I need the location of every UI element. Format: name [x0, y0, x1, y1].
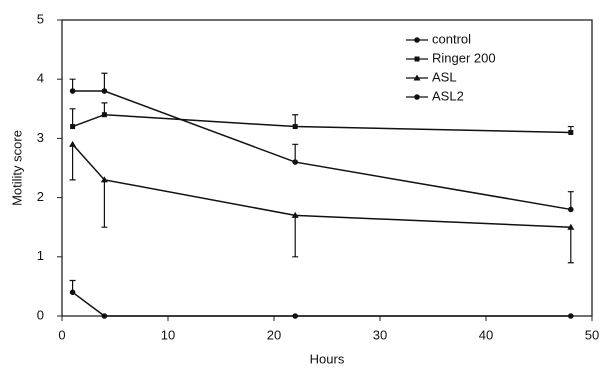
marker [568, 129, 574, 135]
marker [70, 124, 76, 130]
error-bar [69, 144, 76, 181]
marker [568, 313, 574, 319]
x-tick-label: 30 [373, 327, 387, 342]
legend-label: Ringer 200 [432, 50, 496, 65]
legend-marker [414, 94, 420, 100]
series-line [72, 291, 571, 317]
marker [69, 140, 77, 147]
x-tick-label: 20 [267, 327, 281, 342]
error-bar [101, 179, 108, 228]
y-tick-label: 4 [37, 71, 44, 86]
legend-marker [414, 37, 420, 43]
series-line [72, 90, 571, 211]
marker [567, 223, 575, 230]
y-axis-label: Motility score [9, 130, 24, 206]
marker [101, 88, 108, 94]
x-tick-label: 0 [58, 327, 65, 342]
marker [101, 112, 107, 118]
marker [69, 88, 76, 94]
series-line [72, 113, 571, 134]
x-tick-label: 10 [161, 327, 175, 342]
error-bar [292, 143, 299, 163]
x-tick-label: 50 [585, 327, 599, 342]
y-tick-label: 5 [37, 11, 44, 26]
legend-label: ASL [432, 69, 457, 84]
marker [292, 159, 299, 165]
marker [568, 206, 574, 213]
error-bar [567, 227, 574, 264]
legend-marker [414, 56, 420, 62]
marker [292, 313, 299, 319]
x-axis-label: Hours [310, 351, 345, 366]
error-bar [292, 215, 299, 258]
legend-label: control [432, 31, 471, 46]
series-line [72, 143, 571, 228]
legend-label: ASL2 [432, 88, 464, 103]
marker [69, 289, 76, 296]
x-tick-label: 40 [479, 327, 493, 342]
marker [101, 313, 108, 319]
error-bar [69, 108, 76, 127]
y-tick-label: 3 [37, 130, 44, 145]
marker [100, 176, 108, 183]
error-bar [567, 191, 574, 210]
y-tick-label: 1 [37, 248, 44, 263]
marker [291, 211, 299, 218]
legend-marker [413, 74, 421, 81]
y-tick-label: 2 [37, 189, 44, 204]
y-tick-label: 0 [37, 307, 44, 322]
error-bar [101, 72, 108, 92]
marker [292, 124, 298, 130]
